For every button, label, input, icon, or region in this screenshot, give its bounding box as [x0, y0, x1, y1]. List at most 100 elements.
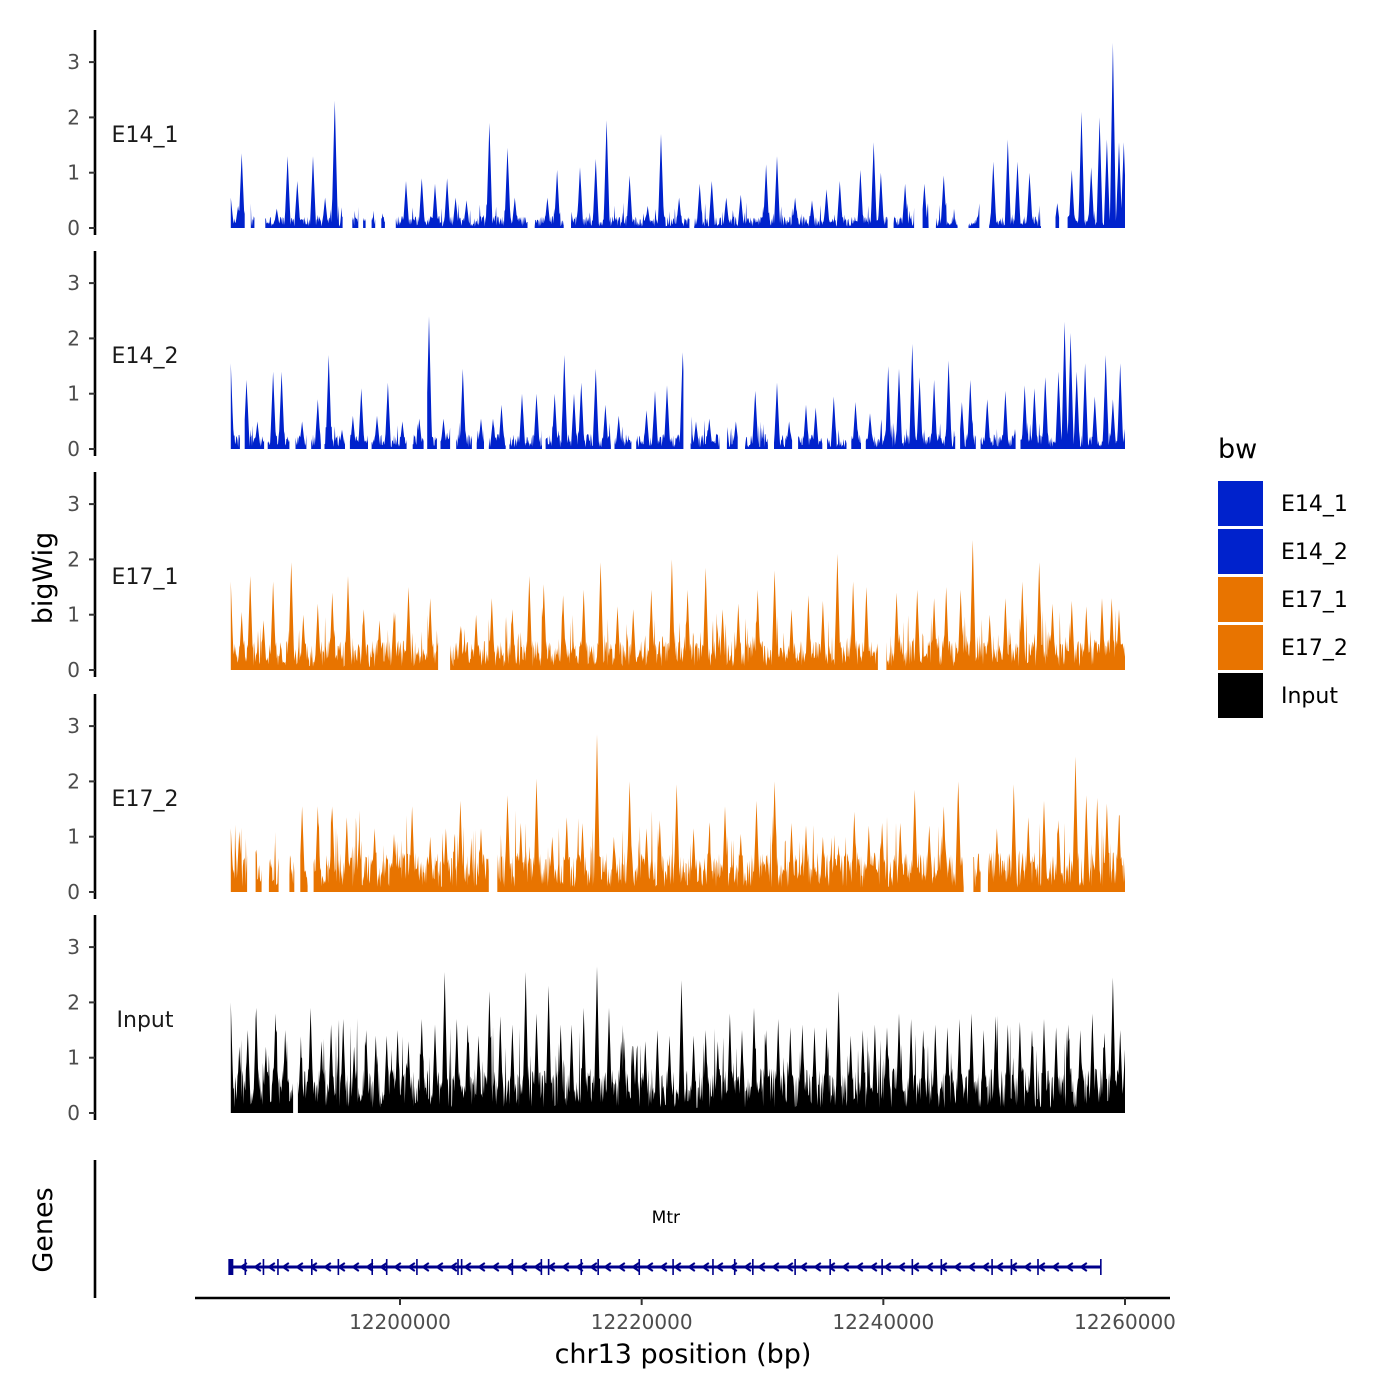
- track-label-E14_2: E14_2: [112, 344, 179, 369]
- track-E17_1: 0 1 2 3 E17_1: [67, 472, 1125, 682]
- strand-arrow: [323, 1262, 332, 1272]
- legend-label-E14_2: E14_2: [1281, 540, 1348, 565]
- signal-area: [267, 371, 290, 449]
- signal-area: [893, 183, 915, 228]
- strand-arrow: [687, 1262, 696, 1272]
- signal-area: [690, 416, 720, 449]
- legend-swatch-E14_2: [1218, 529, 1263, 574]
- strand-arrow: [519, 1262, 528, 1272]
- signal-area: [352, 207, 359, 228]
- legend-label-E17_2: E17_2: [1281, 636, 1348, 661]
- signal-area: [363, 217, 366, 228]
- strand-arrow: [589, 1262, 598, 1272]
- signal-area: [427, 316, 437, 449]
- strand-arrow: [785, 1262, 794, 1272]
- y-tick-label: 2: [67, 990, 80, 1014]
- strand-arrow: [995, 1262, 1004, 1272]
- signal-area: [1067, 42, 1125, 229]
- strand-arrow: [267, 1262, 276, 1272]
- signal-area: [230, 363, 240, 449]
- signal-area: [987, 756, 1125, 892]
- y-tick-label: 3: [67, 714, 80, 738]
- signal-area: [774, 382, 793, 449]
- legend-swatch-E17_2: [1218, 625, 1263, 670]
- signal-area: [456, 368, 472, 449]
- strand-arrow: [505, 1262, 514, 1272]
- exon: [597, 1259, 599, 1275]
- signal-area: [509, 393, 542, 449]
- strand-arrow: [407, 1262, 416, 1272]
- strand-arrow: [351, 1262, 360, 1272]
- signal-area: [230, 562, 439, 670]
- strand-arrow: [967, 1262, 976, 1272]
- legend-title: bw: [1218, 434, 1257, 465]
- track-E14_2: 0 1 2 3 E14_2: [67, 251, 1125, 461]
- legend-swatch-E14_1: [1218, 481, 1263, 526]
- strand-arrow: [925, 1262, 934, 1272]
- strand-arrow: [659, 1262, 668, 1272]
- strand-arrow: [421, 1262, 430, 1272]
- exon: [262, 1259, 265, 1275]
- y-tick-label: 0: [67, 880, 80, 904]
- strand-arrow: [743, 1262, 752, 1272]
- strand-arrow: [365, 1262, 374, 1272]
- signal-area: [745, 390, 768, 449]
- strand-arrow: [827, 1262, 836, 1272]
- signal-area: [571, 120, 690, 228]
- legend-swatch-Input: [1218, 673, 1263, 718]
- track-Input: 0 1 2 3 Input: [67, 915, 1125, 1125]
- exon: [277, 1259, 279, 1275]
- exon: [385, 1259, 388, 1275]
- x-tick-label: 12240000: [832, 1310, 934, 1334]
- exon: [991, 1259, 993, 1275]
- y-tick-label: 3: [67, 271, 80, 295]
- strand-arrow: [435, 1262, 444, 1272]
- strand-arrow: [1065, 1262, 1074, 1272]
- y-axis-title: bigWig: [28, 532, 59, 625]
- track-label-E17_2: E17_2: [112, 787, 179, 812]
- signal-area: [851, 402, 861, 449]
- exon: [794, 1259, 796, 1275]
- exon: [511, 1259, 514, 1275]
- exon: [371, 1259, 374, 1275]
- strand-arrow: [953, 1262, 962, 1272]
- strand-arrow: [449, 1262, 458, 1272]
- track-label-E14_1: E14_1: [112, 123, 179, 148]
- exon: [457, 1259, 459, 1275]
- signal-area: [989, 139, 1041, 228]
- exon: [244, 1259, 247, 1275]
- exon: [540, 1259, 543, 1275]
- signal-area: [935, 175, 958, 228]
- strand-arrow: [631, 1262, 640, 1272]
- strand-arrow: [799, 1262, 808, 1272]
- strand-arrow: [309, 1262, 318, 1272]
- strand-arrow: [603, 1262, 612, 1272]
- signal-area: [865, 343, 956, 449]
- exon: [733, 1259, 736, 1275]
- strand-arrow: [813, 1262, 822, 1272]
- signal-area: [534, 169, 564, 228]
- signal-area: [313, 800, 489, 892]
- exon: [1037, 1259, 1039, 1275]
- signal-area: [412, 418, 424, 449]
- signal-area: [230, 824, 248, 892]
- strand-arrow: [841, 1262, 850, 1272]
- legend: bw E14_1 E14_2 E17_1 E17_2 Input: [1218, 434, 1348, 718]
- signal-area: [960, 379, 976, 449]
- strand-arrow: [561, 1262, 570, 1272]
- x-tick-label: 12260000: [1074, 1310, 1176, 1334]
- y-tick-label: 1: [67, 825, 80, 849]
- signal-area: [371, 210, 376, 228]
- y-tick-label: 0: [67, 437, 80, 461]
- strand-arrow: [463, 1262, 472, 1272]
- signal-area: [488, 404, 506, 449]
- y-tick-label: 2: [67, 547, 80, 571]
- signal-area: [973, 853, 981, 892]
- exon: [1100, 1259, 1102, 1275]
- exon: [672, 1259, 674, 1275]
- exon: [460, 1259, 463, 1275]
- signal-area: [827, 396, 847, 449]
- exon: [337, 1259, 340, 1275]
- signal-area: [1055, 203, 1060, 228]
